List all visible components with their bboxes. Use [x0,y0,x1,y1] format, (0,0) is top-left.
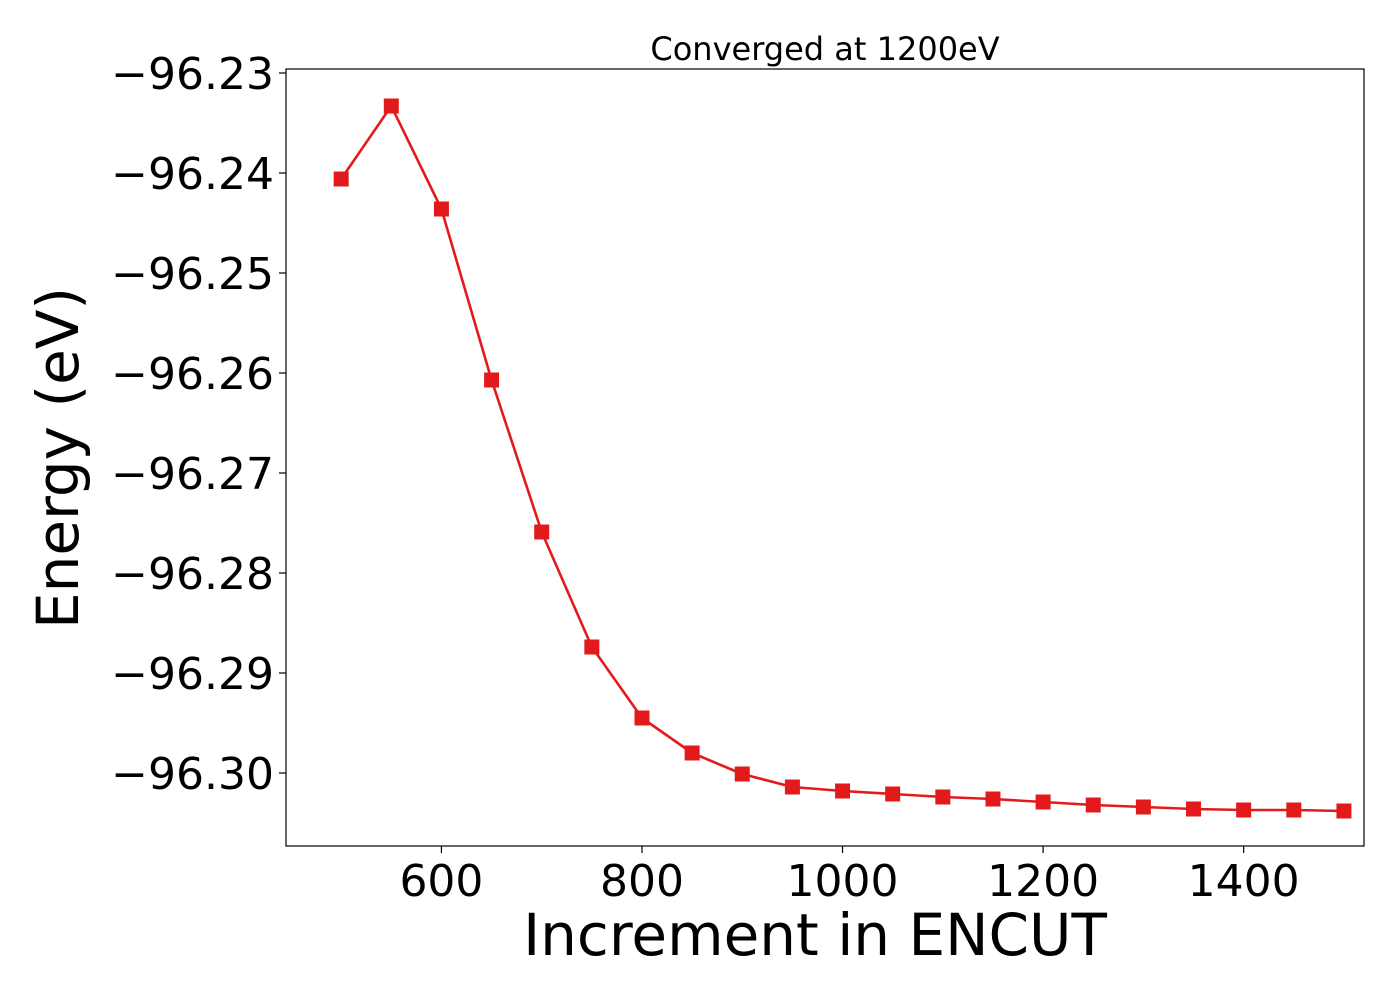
data-point-marker [584,639,600,655]
data-point-marker [534,524,550,540]
y-tick-label: −96.27 [111,449,274,500]
data-point-marker [1186,801,1202,817]
y-axis-ticks: −96.23 −96.24 −96.25 −96.26 −96.27 −96.28 −96.… [111,49,286,800]
x-tick-label: 600 [399,856,483,907]
data-point-marker [684,745,700,761]
y-tick-label: −96.24 [111,149,274,200]
data-point-marker [383,98,399,114]
y-tick-label: −96.25 [111,249,274,300]
x-axis-ticks: 600 800 1000 1200 1400 [399,846,1300,907]
y-tick-label: −96.29 [111,649,274,700]
data-point-marker [1085,797,1101,813]
x-axis-label: Increment in ENCUT [523,901,1107,969]
data-point-marker [433,201,449,217]
data-point-marker [734,766,750,782]
data-point-marker [885,786,901,802]
data-point-marker [1286,802,1302,818]
series-line [340,104,1344,813]
data-point-marker [935,789,951,805]
data-point-marker [1135,799,1151,815]
x-tick-label: 1400 [1188,856,1300,907]
y-axis-label: Energy (eV) [24,287,92,629]
y-tick-label: −96.30 [111,749,274,800]
data-point-marker [1035,794,1051,810]
y-tick-label: −96.26 [111,349,274,400]
data-point-marker [985,791,1001,807]
chart-title: Converged at 1200eV [650,30,999,68]
plot-frame [285,68,1365,847]
plot-marks [333,98,1352,819]
x-tick-label: 1200 [987,856,1099,907]
data-point-marker [333,171,349,187]
x-tick-label: 800 [600,856,684,907]
data-point-marker [634,710,650,726]
data-point-marker [1336,803,1352,819]
data-point-marker [1236,802,1252,818]
data-point-marker [784,779,800,795]
y-tick-label: −96.28 [111,549,274,600]
x-tick-label: 1000 [787,856,899,907]
y-tick-label: −96.23 [111,49,274,100]
data-point-marker [835,783,851,799]
data-point-marker [484,372,500,388]
